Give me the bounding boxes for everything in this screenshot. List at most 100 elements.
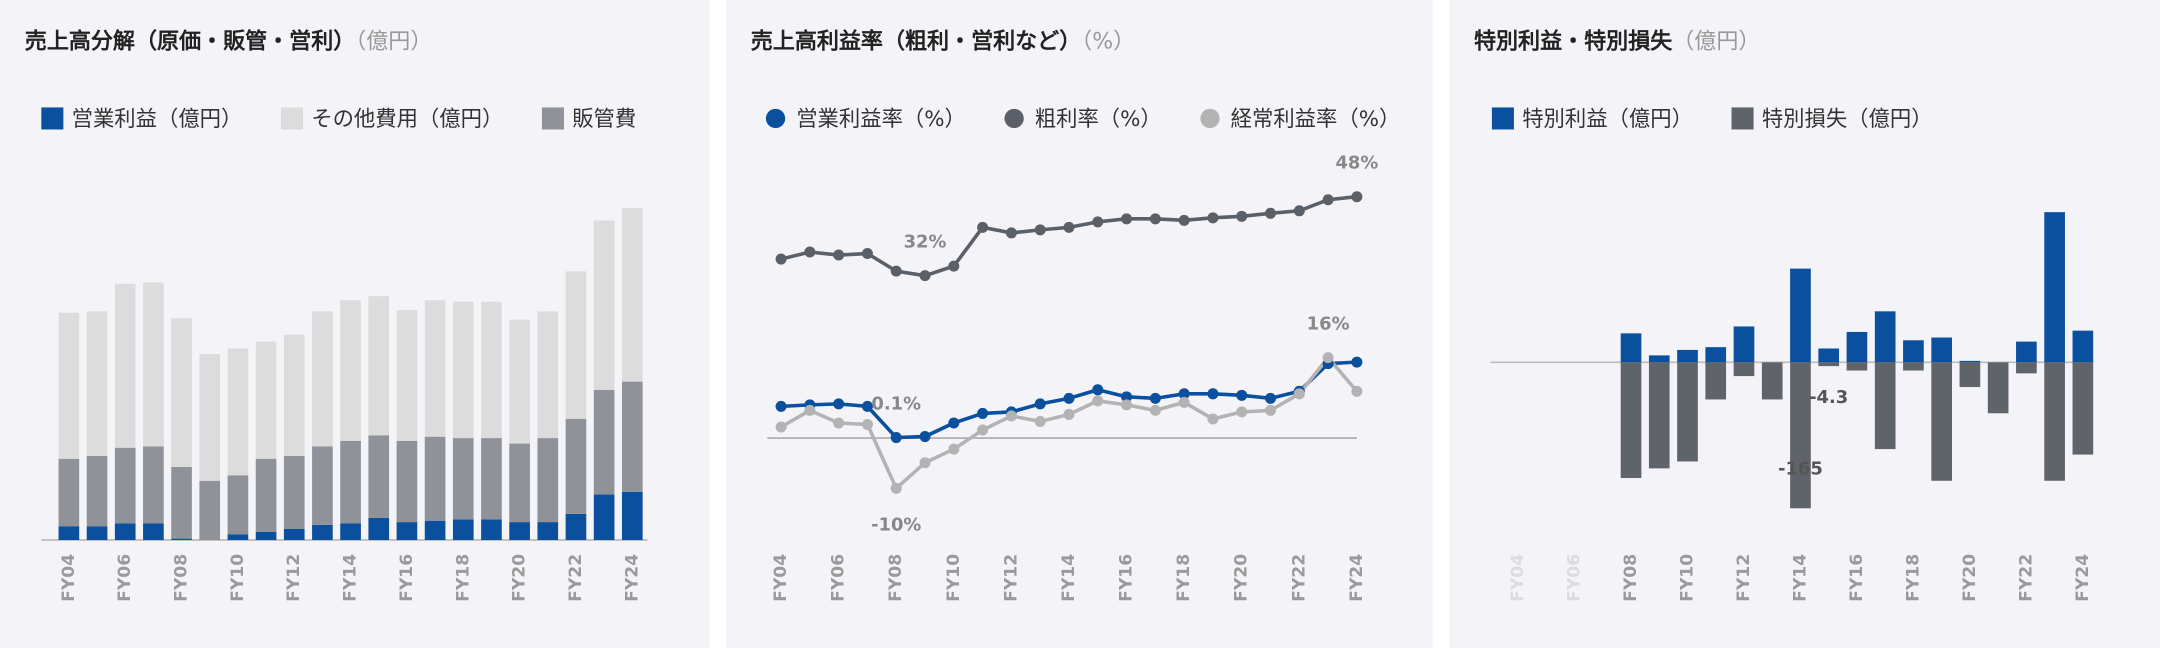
bar-segment [283, 334, 305, 456]
x-tick-label: FY10 [228, 554, 248, 602]
point [1092, 216, 1104, 228]
point [804, 404, 816, 416]
bar [1818, 362, 1840, 367]
data-label: 48% [1335, 153, 1378, 174]
point [1063, 408, 1075, 420]
bar-segment [143, 523, 164, 540]
point [1063, 392, 1075, 404]
bar [1987, 362, 2009, 414]
bar [1903, 362, 1924, 371]
point [775, 400, 787, 412]
bar-segment [481, 301, 502, 439]
point [1351, 191, 1363, 203]
bar-segment [481, 438, 502, 520]
bar-segment [58, 526, 80, 540]
bar [1846, 331, 1868, 363]
bar-segment [171, 466, 192, 539]
point [919, 270, 931, 282]
point [1351, 356, 1363, 368]
bar-segment [424, 436, 446, 521]
bar-segment [396, 440, 418, 523]
bar-segment [312, 524, 333, 540]
x-tick-label: FY12 [1734, 554, 1754, 602]
bar-segment [565, 418, 587, 514]
subtitle: （億円） [355, 30, 432, 55]
bar [2044, 362, 2065, 481]
legend-label: その他費用（億円） [311, 107, 503, 132]
legend-label: 販管費 [572, 107, 636, 132]
point [1121, 391, 1133, 403]
bar-segment [227, 475, 249, 535]
data-label: 32% [904, 232, 947, 253]
point [1005, 227, 1017, 239]
x-tick-label: FY14 [341, 554, 361, 602]
bar-segment [58, 312, 80, 459]
x-tick-label: FY10 [1678, 554, 1698, 602]
bar-segment [537, 438, 559, 523]
point [1322, 194, 1334, 206]
bar [2072, 362, 2094, 455]
bar [1648, 355, 1670, 363]
point [1236, 210, 1248, 222]
bar [1959, 362, 1981, 388]
x-tick-label: FY22 [2016, 554, 2036, 602]
bar-segment [86, 311, 108, 456]
bar-segment [255, 531, 277, 540]
point [1149, 213, 1161, 225]
x-tick-label: FY20 [510, 554, 530, 602]
point [1034, 415, 1046, 427]
point [1121, 213, 1133, 225]
bar [1733, 326, 1755, 363]
point [1063, 221, 1075, 233]
bar-segment [199, 480, 221, 540]
point [775, 421, 787, 433]
bar-segment [481, 519, 502, 540]
bar-segment [283, 455, 305, 529]
bar-segment [255, 341, 277, 459]
x-tick-label: FY06 [829, 554, 849, 602]
point [861, 248, 873, 260]
bar [2016, 341, 2037, 363]
legend: 特別利益（億円） 特別損失（億円） [1491, 107, 1933, 132]
point [890, 432, 902, 444]
chart-title: 売上高分解（原価・販管・営利）（億円） [25, 29, 433, 55]
bar [1874, 362, 1896, 450]
bar-segment [593, 220, 615, 390]
legend: 営業利益（億円） その他費用（億円） 販管費 [41, 107, 636, 132]
bar-segment [255, 458, 277, 532]
bar [1818, 348, 1840, 363]
bar-segment [621, 491, 643, 540]
point [1207, 388, 1219, 400]
point [1034, 224, 1046, 236]
x-tick-label: FY24 [1347, 554, 1367, 602]
bar-segment [143, 282, 164, 447]
bar-segment [86, 526, 108, 540]
bar-segment [396, 309, 418, 441]
bar-segment [424, 520, 446, 540]
bar-segment [509, 319, 530, 444]
x-tick-label: FY18 [1903, 554, 1923, 602]
point [804, 246, 816, 258]
point [1092, 395, 1104, 407]
x-tick-label: FY22 [1289, 554, 1309, 602]
bar-segment [58, 458, 80, 527]
chart-title: 売上高利益率（粗利・営利など）（%） [751, 29, 1135, 55]
bar-segment [340, 440, 361, 524]
legend: 営業利益率（%） 粗利率（%） 経常利益率（%） [765, 107, 1395, 132]
x-tick-label: FY12 [1001, 554, 1021, 602]
bar-segment [340, 523, 361, 540]
point [1207, 413, 1219, 425]
bar [1677, 362, 1698, 462]
point [1236, 389, 1248, 401]
point [890, 265, 902, 277]
x-tick-label: FY16 [1117, 554, 1137, 602]
point [1178, 388, 1190, 400]
bar [1931, 362, 1952, 481]
bar [1874, 311, 1896, 363]
point [775, 253, 787, 265]
bar-segment [396, 522, 418, 540]
x-tick-label: FY06 [115, 554, 135, 602]
bar-segment [593, 494, 615, 540]
legend-label: 営業利益（億円） [72, 107, 243, 132]
